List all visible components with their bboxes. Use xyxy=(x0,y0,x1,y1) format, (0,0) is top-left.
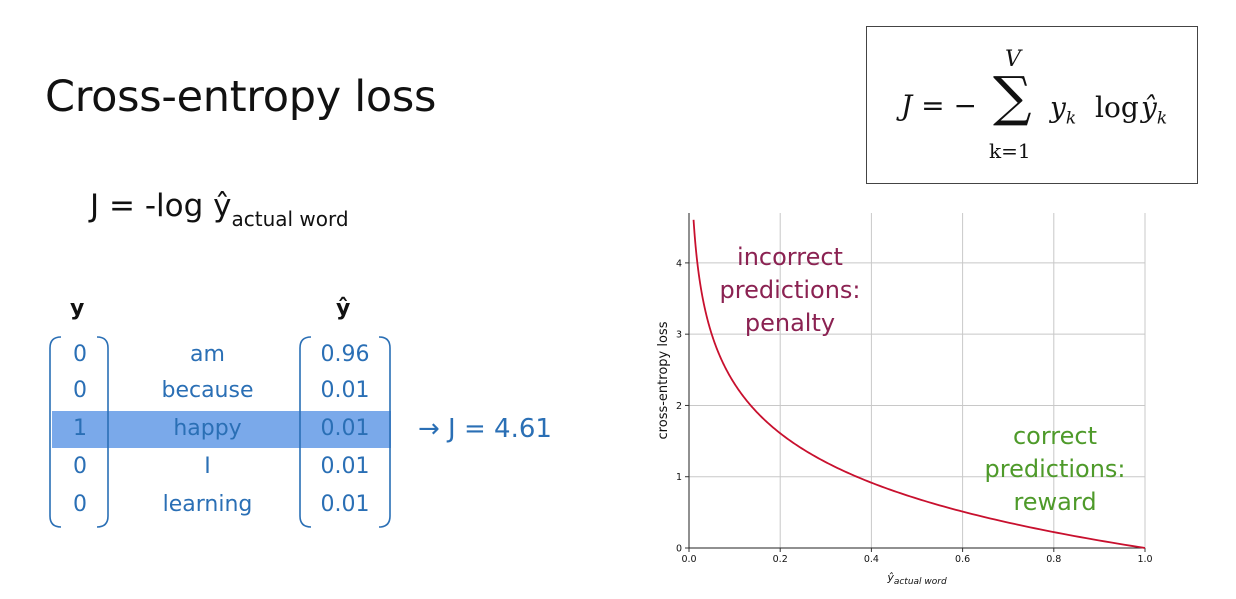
y-right-bracket xyxy=(96,336,109,528)
formula-box: J = − V ∑ k=1 yk log ŷk xyxy=(866,26,1198,184)
yhat-header: ŷ xyxy=(336,296,351,321)
x-axis-label: ŷactual word xyxy=(886,571,947,587)
y-axis-label: cross-entropy loss xyxy=(656,321,671,439)
correct-predictions-annotation: correct predictions: reward xyxy=(970,420,1140,519)
word-cell: happy xyxy=(173,416,242,441)
x-tick-label: 0.2 xyxy=(773,554,788,565)
formula-y: yk xyxy=(1050,91,1077,129)
chart-axes xyxy=(688,213,1145,549)
yhat-cell: 0.01 xyxy=(320,378,370,403)
loss-equation-main: J = -log ŷ xyxy=(90,188,232,224)
yhat-cell: 0.01 xyxy=(320,492,370,517)
chart-ticks: 0.0 0.2 0.4 0.6 0.8 1.0 0 1 2 3 4 xyxy=(676,258,1153,565)
incorrect-predictions-annotation: incorrect predictions: penalty xyxy=(705,241,875,340)
annotation-line: incorrect xyxy=(737,243,843,271)
formula-lhs: J = − xyxy=(901,89,977,122)
y-cell: 0 xyxy=(73,492,87,517)
yhat-right-bracket xyxy=(378,336,391,528)
yhat-cell: 0.01 xyxy=(320,416,370,441)
annotation-line: reward xyxy=(1013,488,1097,516)
word-cell: I xyxy=(204,454,211,479)
x-tick-label: 0.4 xyxy=(864,554,879,565)
y-header: y xyxy=(70,296,85,321)
y-left-bracket xyxy=(49,336,62,528)
y-cell: 0 xyxy=(73,378,87,403)
formula-yhat: ŷk xyxy=(1141,91,1168,129)
y-cell: 0 xyxy=(73,454,87,479)
formula-log: log xyxy=(1095,91,1139,124)
annotation-line: correct xyxy=(1012,422,1098,450)
y-cell: 0 xyxy=(73,342,87,367)
x-tick-label: 0.8 xyxy=(1046,554,1061,565)
slide-title: Cross-entropy loss xyxy=(45,72,437,122)
yhat-cell: 0.01 xyxy=(320,454,370,479)
annotation-line: predictions: xyxy=(719,276,861,304)
formula-sum: ∑ xyxy=(993,65,1032,128)
yhat-left-bracket xyxy=(299,336,312,528)
x-tick-label: 0.6 xyxy=(955,554,970,565)
x-tick-label: 1.0 xyxy=(1137,554,1152,565)
loss-equation: J = -log ŷactual word xyxy=(90,188,349,231)
result-arrow: → J = 4.61 xyxy=(418,414,552,444)
y-tick-label: 0 xyxy=(676,544,682,555)
word-cell: because xyxy=(161,378,254,403)
loss-chart: 0.0 0.2 0.4 0.6 0.8 1.0 0 1 2 3 4 cross-entropy lo… xyxy=(656,213,1153,587)
word-cell: am xyxy=(190,342,225,367)
loss-curve xyxy=(692,219,1146,549)
y-tick-label: 4 xyxy=(676,258,682,269)
annotation-line: penalty xyxy=(744,309,836,337)
x-tick-label: 0.0 xyxy=(681,554,696,565)
formula-upper: V xyxy=(1005,47,1021,72)
formula-lower: k=1 xyxy=(989,139,1031,163)
loss-equation-subscript: actual word xyxy=(231,207,349,231)
y-tick-label: 1 xyxy=(676,472,682,483)
y-tick-label: 3 xyxy=(676,330,682,341)
word-cell: learning xyxy=(162,492,253,517)
yhat-cell: 0.96 xyxy=(320,342,370,367)
annotation-line: predictions: xyxy=(984,455,1126,483)
y-tick-label: 2 xyxy=(676,401,682,412)
y-cell: 1 xyxy=(73,416,87,441)
